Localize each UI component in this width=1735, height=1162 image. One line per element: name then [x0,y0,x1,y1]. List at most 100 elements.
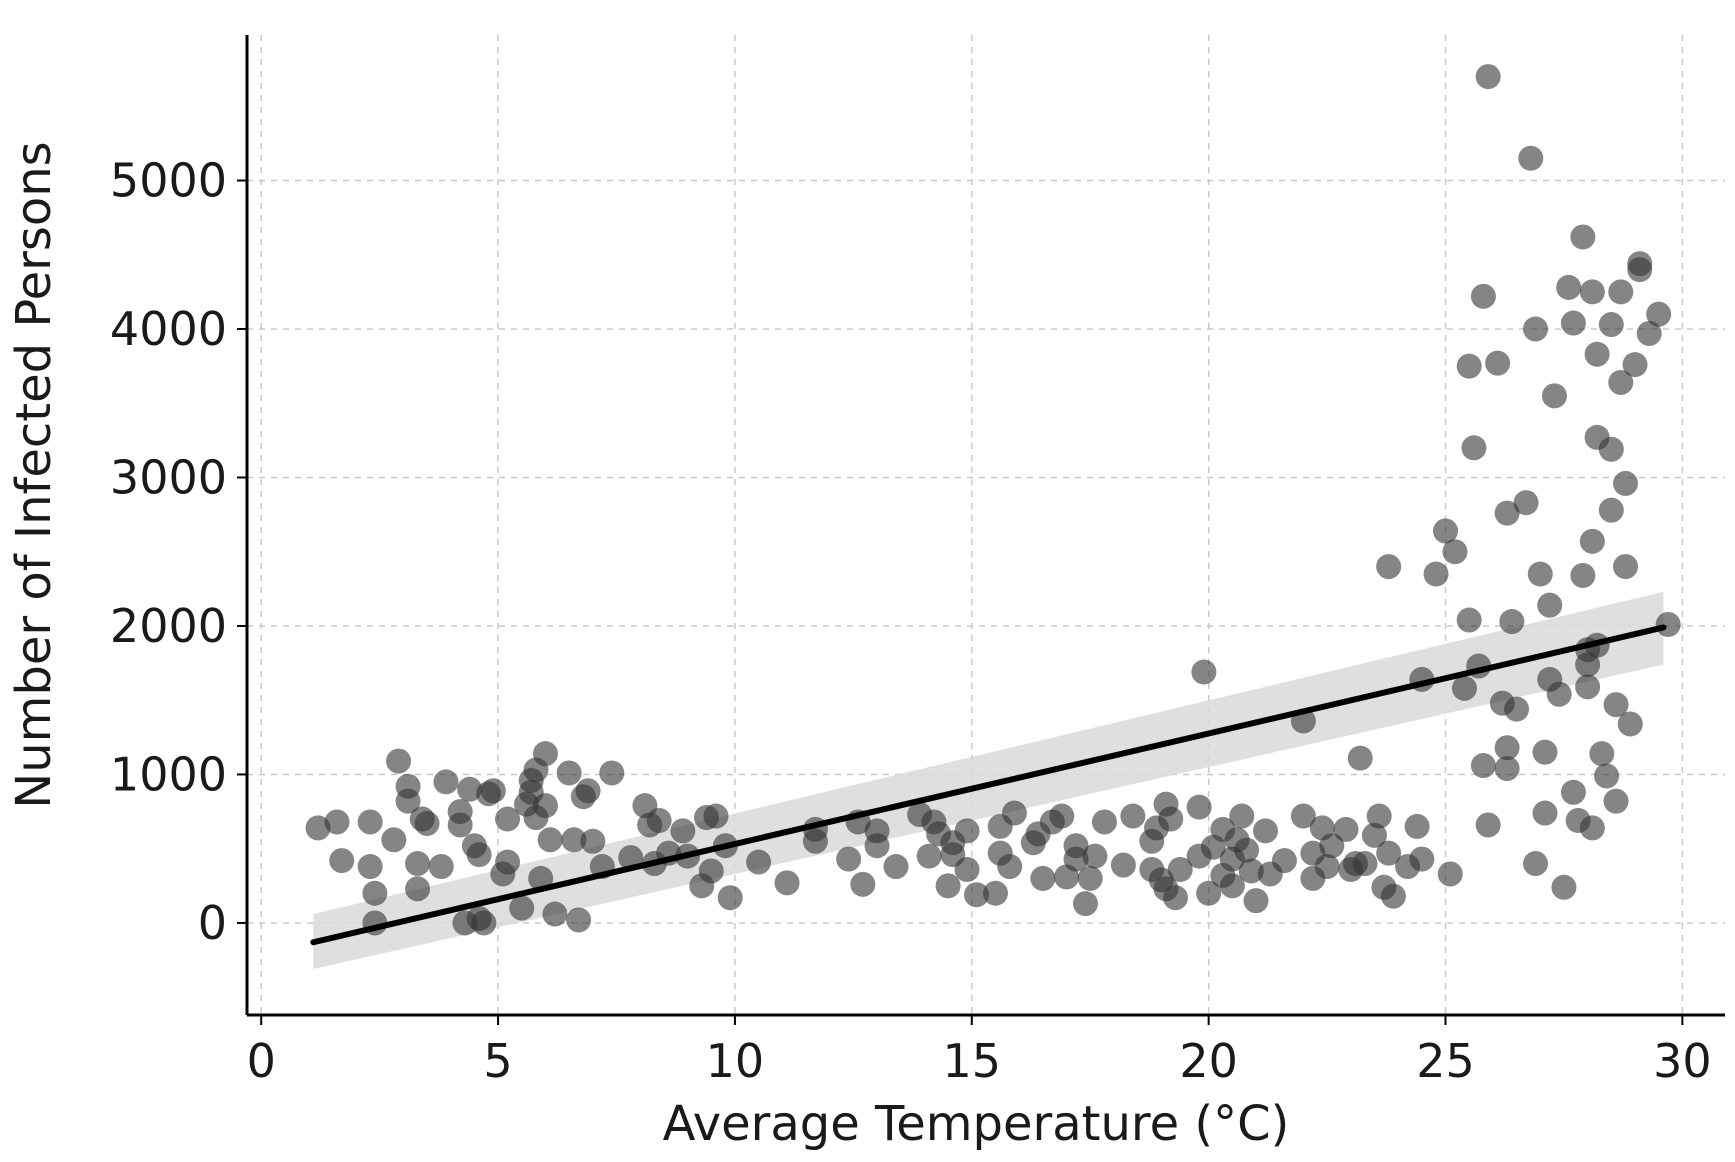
scatter-point [1451,675,1477,701]
scatter-point [1608,369,1634,395]
axes [245,35,1725,1017]
scatter-point [1560,779,1586,805]
scatter-point [395,788,421,814]
scatter-point [646,807,672,833]
scatter-point [1456,353,1482,379]
scatter-point [1603,788,1629,814]
scatter-point [1191,659,1217,685]
scatter-point [1537,592,1563,618]
scatter-point [1001,800,1027,826]
scatter-point [1560,310,1586,336]
scatter-point [1234,837,1260,863]
scatter-point [532,793,558,819]
scatter-point [599,760,625,786]
scatter-point [1608,279,1634,305]
scatter-point [1063,846,1089,872]
scatter-point [542,901,568,927]
scatter-point [1594,763,1620,789]
scatter-point [1475,64,1501,90]
scatter-point [1456,607,1482,633]
scatter-point [386,748,412,774]
scatter-point [1219,873,1245,899]
scatter-point [1546,681,1572,707]
scatter-point [1091,809,1117,835]
y-tick-label: 4000 [110,302,227,356]
scatter-point [1162,885,1188,911]
scatter-point [357,854,383,880]
scatter-point [1598,436,1624,462]
scatter-point [1646,301,1672,327]
scatter-point [1423,561,1449,587]
scatter-point [1380,883,1406,909]
scatter-point [1527,561,1553,587]
scatter-point [1376,840,1402,866]
y-axis-title: Number of Infected Persons [6,141,62,808]
regression-line [310,624,1667,946]
scatter-point [670,818,696,844]
scatter-point [717,885,743,911]
scatter-point [1584,341,1610,367]
scatter-point [561,827,587,853]
scatter-point [864,833,890,859]
scatter-point [509,895,535,921]
scatter-point [1314,854,1340,880]
scatter-point [954,856,980,882]
scatter-point [428,854,454,880]
scatter-point [495,849,521,875]
x-tick-label: 20 [1179,1034,1238,1088]
scatter-point [575,778,601,804]
scatter-point [883,854,909,880]
scatter-point [1523,851,1549,877]
scatter-point [1049,803,1075,829]
scatter-point [964,882,990,908]
y-tick-label: 2000 [110,599,227,653]
scatter-point [1494,756,1520,782]
scatter-point [997,854,1023,880]
scatter-point [1551,874,1577,900]
scatter-point [1442,539,1468,565]
scatter-point [1409,846,1435,872]
scatter-point [405,851,431,877]
data-points [305,64,1681,936]
x-tick-label: 0 [247,1034,276,1088]
scatter-point [1579,279,1605,305]
scatter-point [1186,794,1212,820]
scatter-point [1579,528,1605,554]
scatter-point [916,843,942,869]
scatter-point [1541,383,1567,409]
scatter-point [1570,562,1596,588]
scatter-point [774,870,800,896]
scatter-point [1504,696,1530,722]
y-tick-label: 0 [198,896,227,950]
scatter-point [1475,812,1501,838]
scatter-point [1120,803,1146,829]
scatter-point [1072,891,1098,917]
scatter-point [1603,692,1629,718]
tick-labels: 0 5 10 15 20 25 30 0 1000 2000 3000 4000 5000 [110,154,1712,1088]
scatter-point [1589,741,1615,767]
scatter-point [836,846,862,872]
scatter-point [1532,800,1558,826]
scatter-point [324,809,350,835]
scatter-point [1461,435,1487,461]
scatter-point [1271,848,1297,874]
scatter-point [1158,806,1184,832]
scatter-point [1333,816,1359,842]
scatter-point [1433,518,1459,544]
scatter-point [1494,500,1520,526]
scatter-point [1617,711,1643,737]
scatter-point [1485,350,1511,376]
scatter-point [954,818,980,844]
scatter-point [580,828,606,854]
scatter-point [457,776,483,802]
scatter-point [480,778,506,804]
scatter-point [1290,803,1316,829]
scatter-point [1082,843,1108,869]
scatter-point [495,806,521,832]
y-tick-label: 3000 [110,450,227,504]
scatter-point [433,769,459,795]
scatter-point [1470,283,1496,309]
scatter-point [1196,880,1222,906]
scatter-point [1077,865,1103,891]
